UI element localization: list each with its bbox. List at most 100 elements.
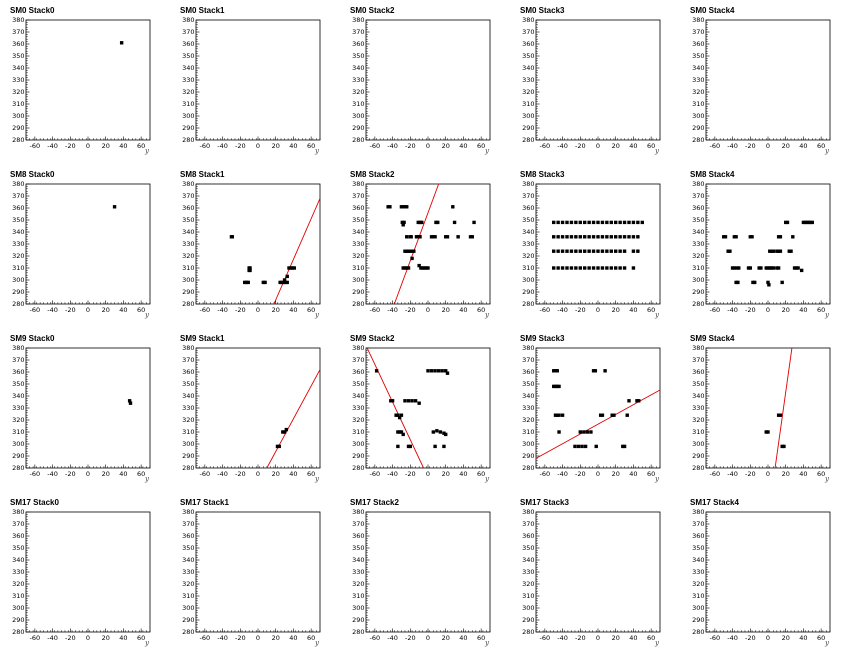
y-tick-label: 310: [352, 100, 364, 108]
data-point: [401, 205, 405, 209]
x-axis-label: y: [314, 147, 320, 155]
y-tick-label: 380: [352, 180, 364, 188]
data-point: [807, 220, 811, 225]
y-tick-label: 280: [692, 300, 704, 308]
chart-panel: SM17 Stack3 380 370 360 350 340 330 320 310 300 29…: [510, 492, 670, 652]
data-point: [766, 280, 770, 285]
data-point: [389, 399, 393, 403]
x-tick-label: -40: [557, 634, 568, 642]
data-point: [578, 220, 582, 225]
y-tick-label: 290: [182, 288, 194, 296]
data-point: [587, 249, 591, 253]
y-tick-label: 380: [352, 344, 364, 352]
data-point: [596, 220, 600, 225]
x-tick-label: -60: [710, 634, 721, 642]
y-tick-label: 320: [522, 580, 534, 588]
chart-panel: SM0 Stack4 380 370 360 350 340 330 320 310 300 290…: [680, 0, 840, 160]
plot-data: [366, 348, 450, 468]
data-point: [283, 280, 288, 285]
y-tick-label: 280: [12, 300, 24, 308]
y-tick-label: 310: [182, 100, 194, 108]
data-point: [406, 249, 411, 253]
data-point: [410, 249, 414, 253]
data-point: [771, 266, 776, 270]
y-tick-label: 360: [182, 368, 194, 376]
x-axis-label: y: [484, 147, 490, 155]
data-point: [553, 384, 558, 389]
y-tick-label: 290: [12, 288, 24, 296]
panel-title: SM0 Stack4: [690, 6, 735, 15]
data-point: [759, 266, 763, 270]
x-tick-label: 60: [137, 634, 145, 642]
data-point: [622, 235, 627, 239]
y-tick-label: 320: [352, 580, 364, 588]
x-tick-label: -40: [727, 634, 738, 642]
data-point: [605, 249, 609, 253]
y-tick-label: 320: [12, 580, 24, 588]
y-tick-label: 340: [692, 392, 704, 400]
y-tick-label: 280: [522, 464, 534, 472]
x-tick-label: -40: [387, 306, 398, 314]
y-tick-label: 290: [692, 452, 704, 460]
chart-panel: SM9 Stack1 380 370 360 350 340 330 320 310 300 290…: [170, 328, 330, 488]
data-point: [785, 220, 790, 225]
y-tick-label: 350: [692, 216, 704, 224]
x-tick-label: 0: [766, 470, 770, 478]
data-point: [277, 444, 281, 449]
y-tick-label: 280: [352, 464, 364, 472]
chart-panel: SM9 Stack3 380 370 360 350 340 330 320 310 300 290…: [510, 328, 670, 488]
y-tick-label: 340: [692, 228, 704, 236]
data-point: [400, 220, 405, 225]
x-tick-label: 20: [102, 306, 110, 314]
data-point: [734, 280, 738, 285]
y-tick-label: 310: [352, 428, 364, 436]
x-tick-label: 60: [817, 470, 825, 478]
y-tick-label: 280: [352, 300, 364, 308]
data-point: [552, 220, 556, 225]
y-tick-label: 330: [182, 76, 194, 84]
y-tick-label: 360: [12, 532, 24, 540]
data-point: [438, 430, 443, 434]
x-tick-label: -40: [557, 142, 568, 150]
data-point: [552, 249, 556, 253]
y-tick-label: 380: [12, 180, 24, 188]
x-tick-label: 40: [459, 470, 467, 478]
x-tick-label: -60: [30, 470, 41, 478]
y-tick-label: 310: [692, 100, 704, 108]
y-tick-label: 340: [352, 64, 364, 72]
y-tick-label: 310: [182, 592, 194, 600]
data-point: [627, 220, 631, 225]
y-tick-label: 280: [182, 628, 194, 636]
x-tick-label: 0: [426, 142, 430, 150]
y-tick-label: 370: [182, 520, 194, 528]
y-tick-label: 310: [352, 264, 364, 272]
chart-panel: SM8 Stack2 380 370 360 350 340 330 320 310 300 290…: [340, 164, 500, 324]
data-point: [374, 369, 379, 373]
y-tick-label: 280: [522, 136, 534, 144]
data-point: [635, 399, 639, 403]
x-axis-label: y: [654, 639, 660, 647]
data-point: [555, 413, 559, 417]
data-point: [769, 266, 774, 270]
y-tick-label: 370: [352, 520, 364, 528]
data-point: [596, 249, 600, 253]
y-tick-label: 350: [12, 216, 24, 224]
data-point: [609, 249, 613, 253]
x-tick-label: 0: [766, 634, 770, 642]
data-point: [598, 413, 603, 417]
data-point: [418, 220, 422, 225]
x-tick-label: -20: [405, 634, 416, 642]
data-point: [622, 249, 627, 253]
x-tick-label: 20: [612, 306, 620, 314]
y-tick-label: 350: [522, 380, 534, 388]
x-tick-label: 40: [459, 142, 467, 150]
x-tick-label: -40: [217, 306, 228, 314]
y-tick-label: 320: [12, 88, 24, 96]
data-point: [771, 249, 776, 253]
data-point: [406, 444, 411, 449]
chart-panel: SM17 Stack2 380 370 360 350 340 330 320 310 300 29…: [340, 492, 500, 652]
x-tick-label: 40: [629, 634, 637, 642]
y-tick-label: 340: [522, 64, 534, 72]
y-tick-label: 320: [522, 88, 534, 96]
data-point: [810, 220, 814, 225]
